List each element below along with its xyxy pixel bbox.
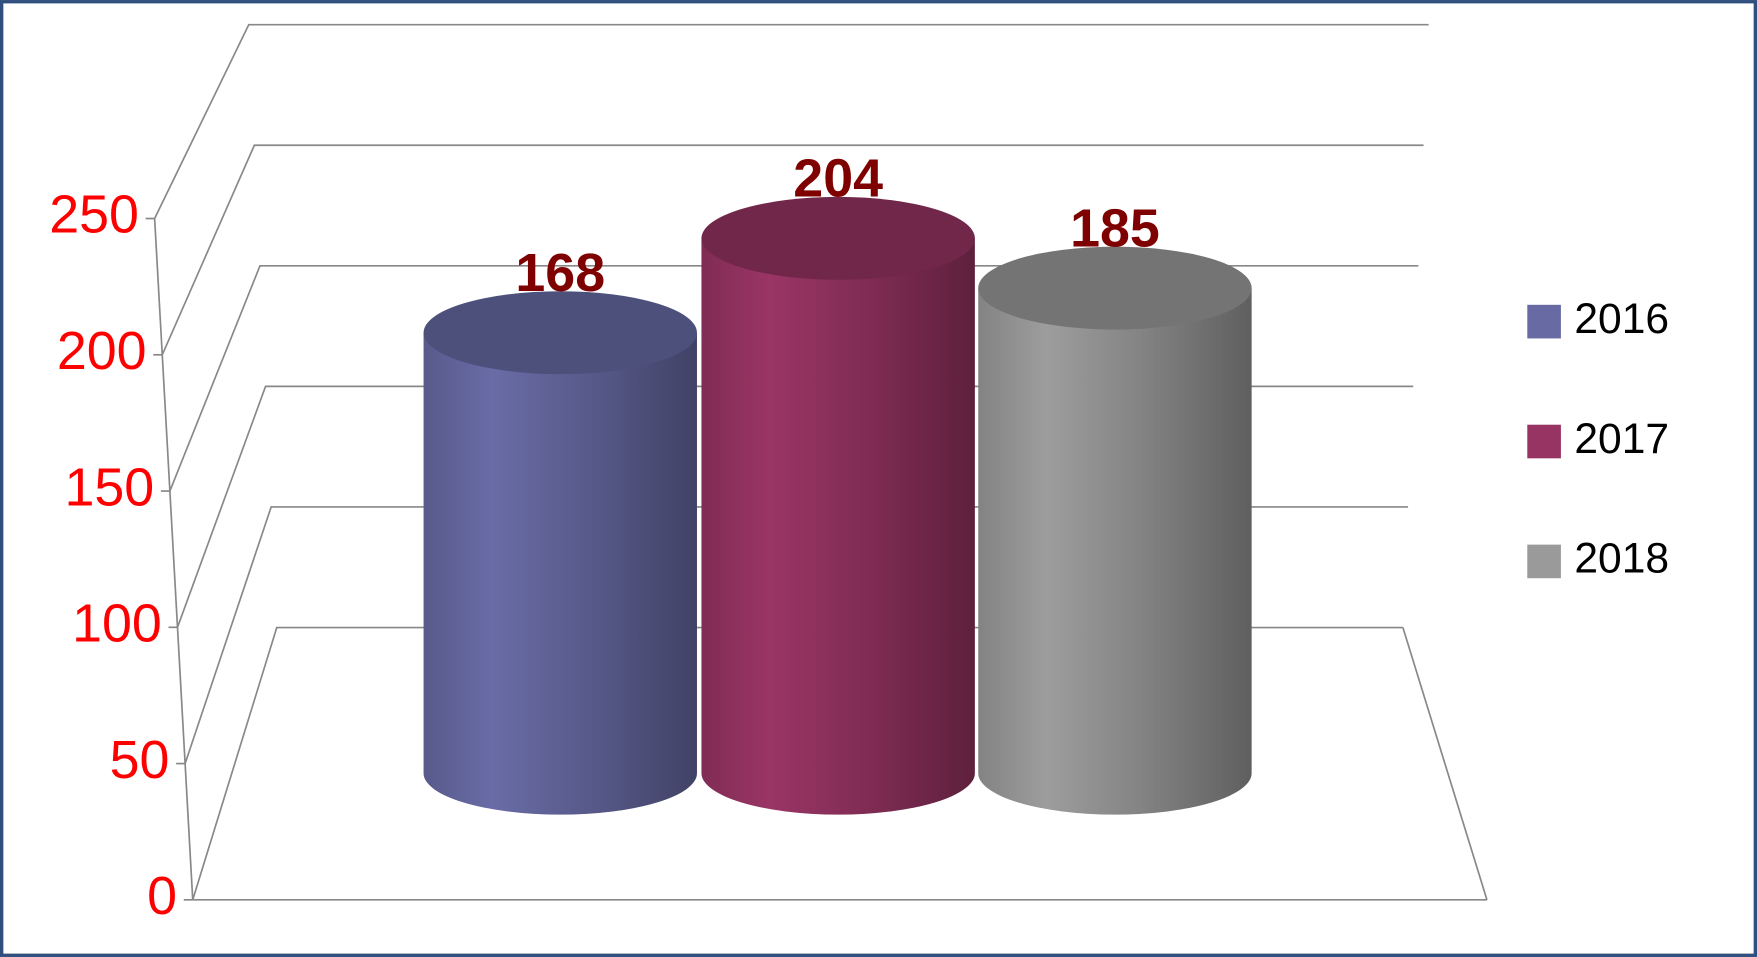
data-label: 185: [1070, 198, 1160, 258]
y-tick-label: 0: [147, 866, 177, 926]
legend-swatch: [1527, 424, 1561, 459]
data-label: 168: [515, 243, 605, 303]
legend-swatch: [1527, 304, 1561, 339]
floor-right: [1402, 627, 1488, 901]
y-tick-label: 150: [64, 457, 154, 517]
grid-line: [153, 23, 1429, 219]
axis-line: [153, 218, 194, 900]
cylinder-body: [423, 332, 697, 815]
cylinder-top: [978, 246, 1252, 330]
y-tick-label: 200: [57, 321, 147, 381]
cylinder-body: [978, 288, 1252, 815]
y-tick-label: 250: [49, 185, 139, 245]
legend-label: 2018: [1574, 535, 1669, 583]
legend-swatch: [1527, 544, 1561, 579]
grid-line: [161, 144, 1424, 356]
legend-label: 2016: [1574, 295, 1669, 343]
cylinder-top: [701, 196, 975, 280]
cylinder-body: [701, 238, 975, 815]
cylinder-top: [423, 291, 697, 375]
data-label: 204: [793, 148, 883, 208]
legend-label: 2017: [1574, 415, 1669, 463]
y-tick-label: 100: [72, 594, 162, 654]
y-tick-label: 50: [110, 730, 170, 790]
